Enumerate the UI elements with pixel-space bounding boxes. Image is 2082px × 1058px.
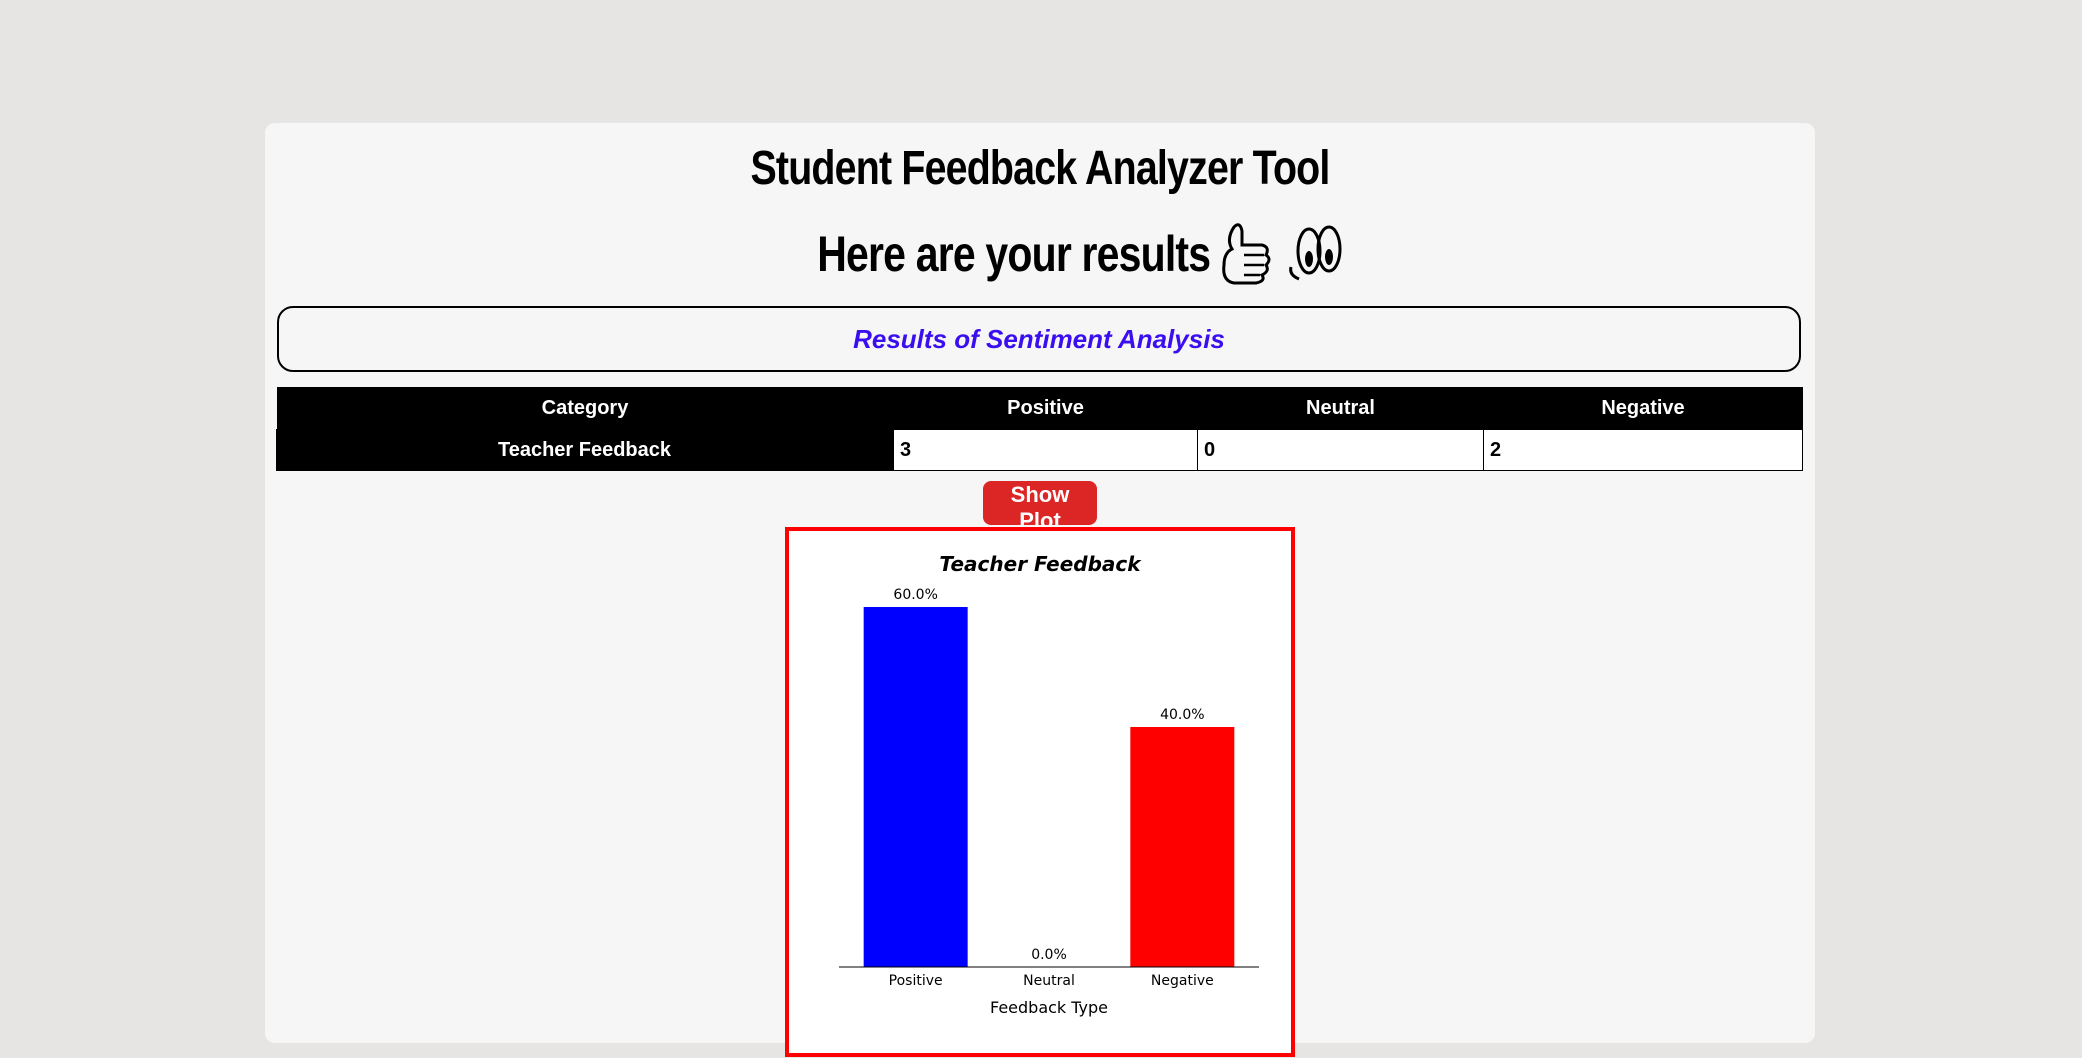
bar-positive xyxy=(864,607,968,967)
col-header-neutral: Neutral xyxy=(1198,387,1484,430)
results-card: Student Feedback Analyzer Tool Here are … xyxy=(265,123,1815,1043)
page-title: Student Feedback Analyzer Tool xyxy=(405,141,1676,196)
col-header-negative: Negative xyxy=(1484,387,1803,430)
cell-neutral: 0 xyxy=(1198,430,1484,471)
plot-frame: Teacher Feedback 60.0% Positive 0.0% Neutra… xyxy=(785,527,1295,1057)
page-subtitle: Here are your results xyxy=(265,219,1815,289)
data-label-positive: 60.0% xyxy=(893,587,937,603)
x-axis-label: Feedback Type xyxy=(990,998,1108,1017)
tick-label-neutral: Neutral xyxy=(1023,973,1075,989)
tick-label-positive: Positive xyxy=(889,973,943,989)
data-label-neutral: 0.0% xyxy=(1031,947,1067,963)
results-heading-box: Results of Sentiment Analysis xyxy=(277,306,1801,372)
cell-positive: 3 xyxy=(894,430,1198,471)
cell-negative: 2 xyxy=(1484,430,1803,471)
data-label-negative: 40.0% xyxy=(1160,707,1204,723)
thumbs-up-icon xyxy=(1214,219,1276,289)
bar-chart: Teacher Feedback 60.0% Positive 0.0% Neutra… xyxy=(789,531,1291,1053)
show-plot-button[interactable]: Show Plot xyxy=(983,481,1097,525)
subtitle-text: Here are your results xyxy=(818,225,1211,283)
chart-title: Teacher Feedback xyxy=(939,552,1142,576)
cell-category: Teacher Feedback xyxy=(277,430,894,471)
col-header-positive: Positive xyxy=(894,387,1198,430)
bar-negative xyxy=(1130,727,1234,967)
tick-label-negative: Negative xyxy=(1151,973,1214,989)
table-row: Teacher Feedback 3 0 2 xyxy=(277,430,1803,471)
results-table: Category Positive Neutral Negative Teach… xyxy=(276,387,1803,471)
col-header-category: Category xyxy=(277,387,894,430)
results-heading: Results of Sentiment Analysis xyxy=(853,324,1225,355)
eyes-icon xyxy=(1279,219,1349,289)
